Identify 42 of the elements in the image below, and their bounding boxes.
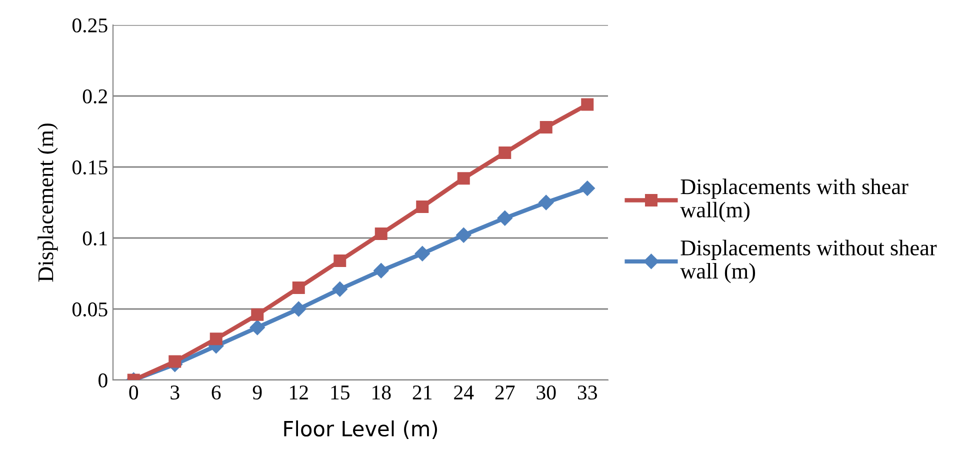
legend-label: Displacements without shear wall (m)	[680, 240, 937, 284]
point	[538, 194, 554, 210]
point	[332, 282, 348, 297]
point	[456, 228, 472, 243]
point	[581, 98, 594, 111]
point	[250, 320, 265, 336]
y-axis-title: Displacement (m)	[38, 124, 58, 282]
point	[414, 246, 430, 262]
x-tick-label: 12	[290, 386, 308, 400]
x-tick-label: 6	[212, 386, 221, 400]
point	[210, 332, 222, 346]
y-tick-label: 0.2	[82, 89, 107, 104]
point	[291, 301, 306, 317]
legend-label: Displacements with shear wall(m)	[680, 178, 908, 222]
x-tick-label: 18	[372, 385, 391, 400]
point	[168, 355, 182, 368]
x-axis-title: Floor Level (m)	[284, 420, 438, 439]
x-tick-label: 30	[536, 385, 556, 400]
point	[416, 200, 429, 214]
x-tick-label: 15	[331, 386, 350, 400]
y-tick-label: 0.25	[72, 18, 108, 33]
point	[334, 254, 346, 267]
point	[497, 210, 512, 226]
x-tick-label: 9	[252, 386, 262, 400]
point	[540, 120, 552, 134]
y-tick-label: 0.15	[72, 160, 108, 175]
x-tick-label: 21	[412, 386, 432, 400]
point	[457, 172, 470, 185]
point	[292, 281, 305, 294]
y-tick-label: 0.1	[82, 231, 107, 246]
point	[374, 263, 389, 278]
x-tick-label: 27	[495, 386, 515, 400]
point	[374, 227, 388, 240]
x-tick-label: 24	[454, 386, 474, 400]
point	[251, 308, 264, 321]
point	[580, 180, 595, 196]
x-tick-label: 33	[578, 386, 597, 400]
point	[498, 146, 512, 160]
x-tick-label: 0	[129, 385, 138, 400]
x-tick-label: 3	[170, 386, 180, 400]
y-tick-label: 0.05	[72, 302, 108, 317]
y-tick-label: 0	[98, 373, 108, 388]
